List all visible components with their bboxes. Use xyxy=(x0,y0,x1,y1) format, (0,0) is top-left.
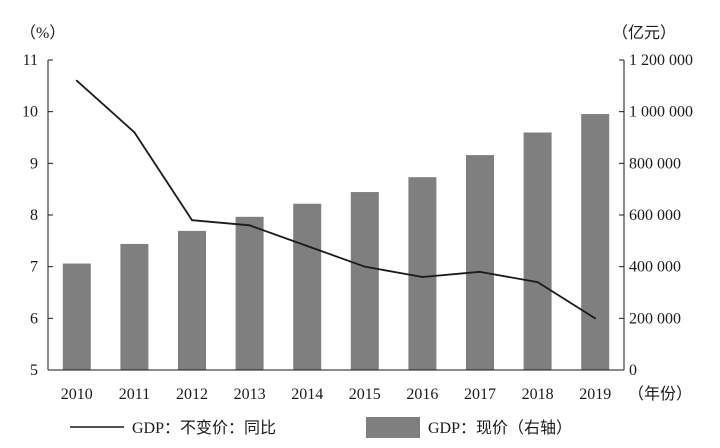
left-axis-unit-label: （%） xyxy=(20,24,65,42)
axes-group xyxy=(47,59,625,371)
x-tick-label: 2015 xyxy=(349,386,381,403)
left-tick-label: 11 xyxy=(23,52,38,69)
left-tick-label: 7 xyxy=(30,259,38,276)
left-tick-label: 9 xyxy=(30,155,38,172)
x-tick-label: 2016 xyxy=(406,386,438,403)
line-point-2013 xyxy=(248,224,251,227)
bar-2014 xyxy=(293,203,322,370)
line-point-2010 xyxy=(75,79,78,82)
right-tick-label: 400 000 xyxy=(629,259,681,276)
bar-2011 xyxy=(120,243,149,370)
x-tick-label: 2013 xyxy=(234,386,266,403)
left-tick-label: 6 xyxy=(30,310,38,327)
line-group xyxy=(75,79,597,320)
line-point-2018 xyxy=(536,281,539,284)
bar-2012 xyxy=(178,230,206,370)
right-tick-label: 0 xyxy=(629,362,637,379)
right-tick-label: 600 000 xyxy=(629,207,681,224)
legend: GDP：不变价：同比 GDP：现价（右轴） xyxy=(70,417,572,438)
x-tick-label: 2012 xyxy=(176,386,208,403)
line-point-2011 xyxy=(133,131,136,134)
legend-bar-swatch xyxy=(366,417,420,438)
bar-2018 xyxy=(523,132,552,370)
line-point-2015 xyxy=(363,265,366,268)
bar-2015 xyxy=(350,192,379,370)
right-tick-label: 1 000 000 xyxy=(629,104,693,121)
line-growth-rate xyxy=(76,79,596,320)
bar-2010 xyxy=(62,263,91,370)
left-tick-label: 5 xyxy=(30,362,38,379)
line-point-2016 xyxy=(421,276,424,278)
labels-group: 5 6 7 8 9 10 11 0 200 000 400 000 600 000 800 000 1 … xyxy=(22,52,693,403)
x-tick-label: 2017 xyxy=(464,386,496,403)
line-point-2019 xyxy=(594,317,597,320)
legend-label-bar: GDP：现价（右轴） xyxy=(428,419,572,437)
x-axis-unit-label: （年份） xyxy=(628,385,692,403)
line-point-2017 xyxy=(479,270,481,273)
x-tick-label: 2011 xyxy=(119,386,150,403)
bar-2019 xyxy=(581,114,610,370)
right-tick-label: 1 200 000 xyxy=(629,52,693,69)
bar-2017 xyxy=(466,155,494,370)
right-tick-label: 200 000 xyxy=(629,310,681,327)
x-tick-label: 2010 xyxy=(61,386,93,403)
bar-2016 xyxy=(408,177,437,370)
bars-group xyxy=(62,114,610,370)
left-tick-label: 10 xyxy=(22,104,38,121)
left-tick-label: 8 xyxy=(30,207,38,224)
x-tick-label: 2014 xyxy=(291,386,323,403)
legend-label-line: GDP：不变价：同比 xyxy=(132,419,276,437)
line-point-2012 xyxy=(191,219,193,222)
x-tick-label: 2019 xyxy=(579,386,611,403)
line-point-2014 xyxy=(306,245,309,247)
bar-2013 xyxy=(235,216,264,370)
x-tick-label: 2018 xyxy=(522,386,554,403)
right-tick-label: 800 000 xyxy=(629,155,681,172)
right-axis-unit-label: （亿元） xyxy=(612,24,676,42)
